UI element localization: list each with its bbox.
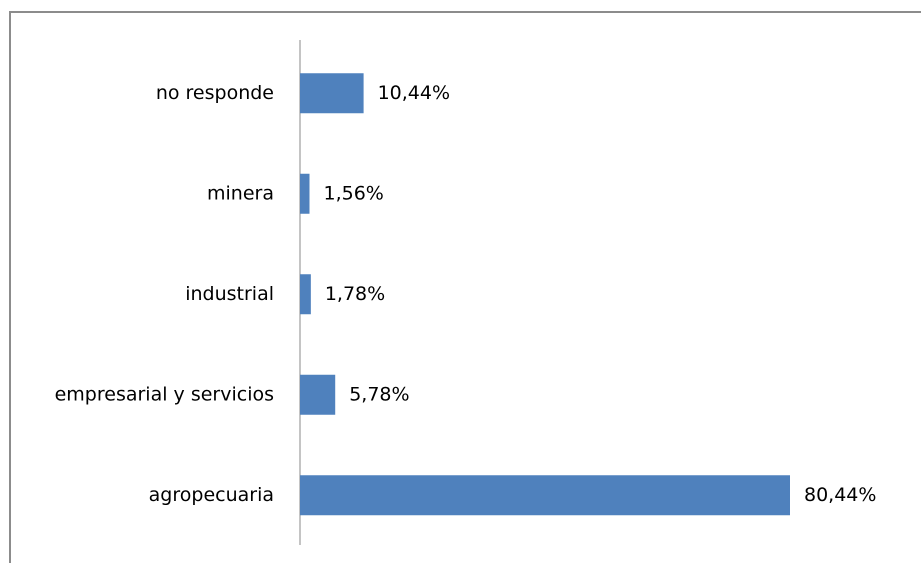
y-tick-label: empresarial y servicios	[55, 383, 274, 405]
y-tick-label: industrial	[185, 283, 274, 305]
bar	[300, 475, 790, 516]
y-tick-label: agropecuaria	[149, 484, 274, 506]
data-label: 80,44%	[804, 484, 876, 506]
data-label: 10,44%	[378, 82, 450, 104]
y-tick-label: no responde	[156, 82, 274, 104]
chart-frame	[9, 11, 921, 563]
bar	[300, 274, 311, 315]
y-tick-label: minera	[207, 182, 274, 204]
bar	[300, 173, 310, 214]
data-label: 1,78%	[325, 283, 385, 305]
bar	[300, 73, 364, 114]
data-label: 5,78%	[349, 383, 409, 405]
bar	[300, 374, 336, 415]
data-label: 1,56%	[324, 182, 384, 204]
